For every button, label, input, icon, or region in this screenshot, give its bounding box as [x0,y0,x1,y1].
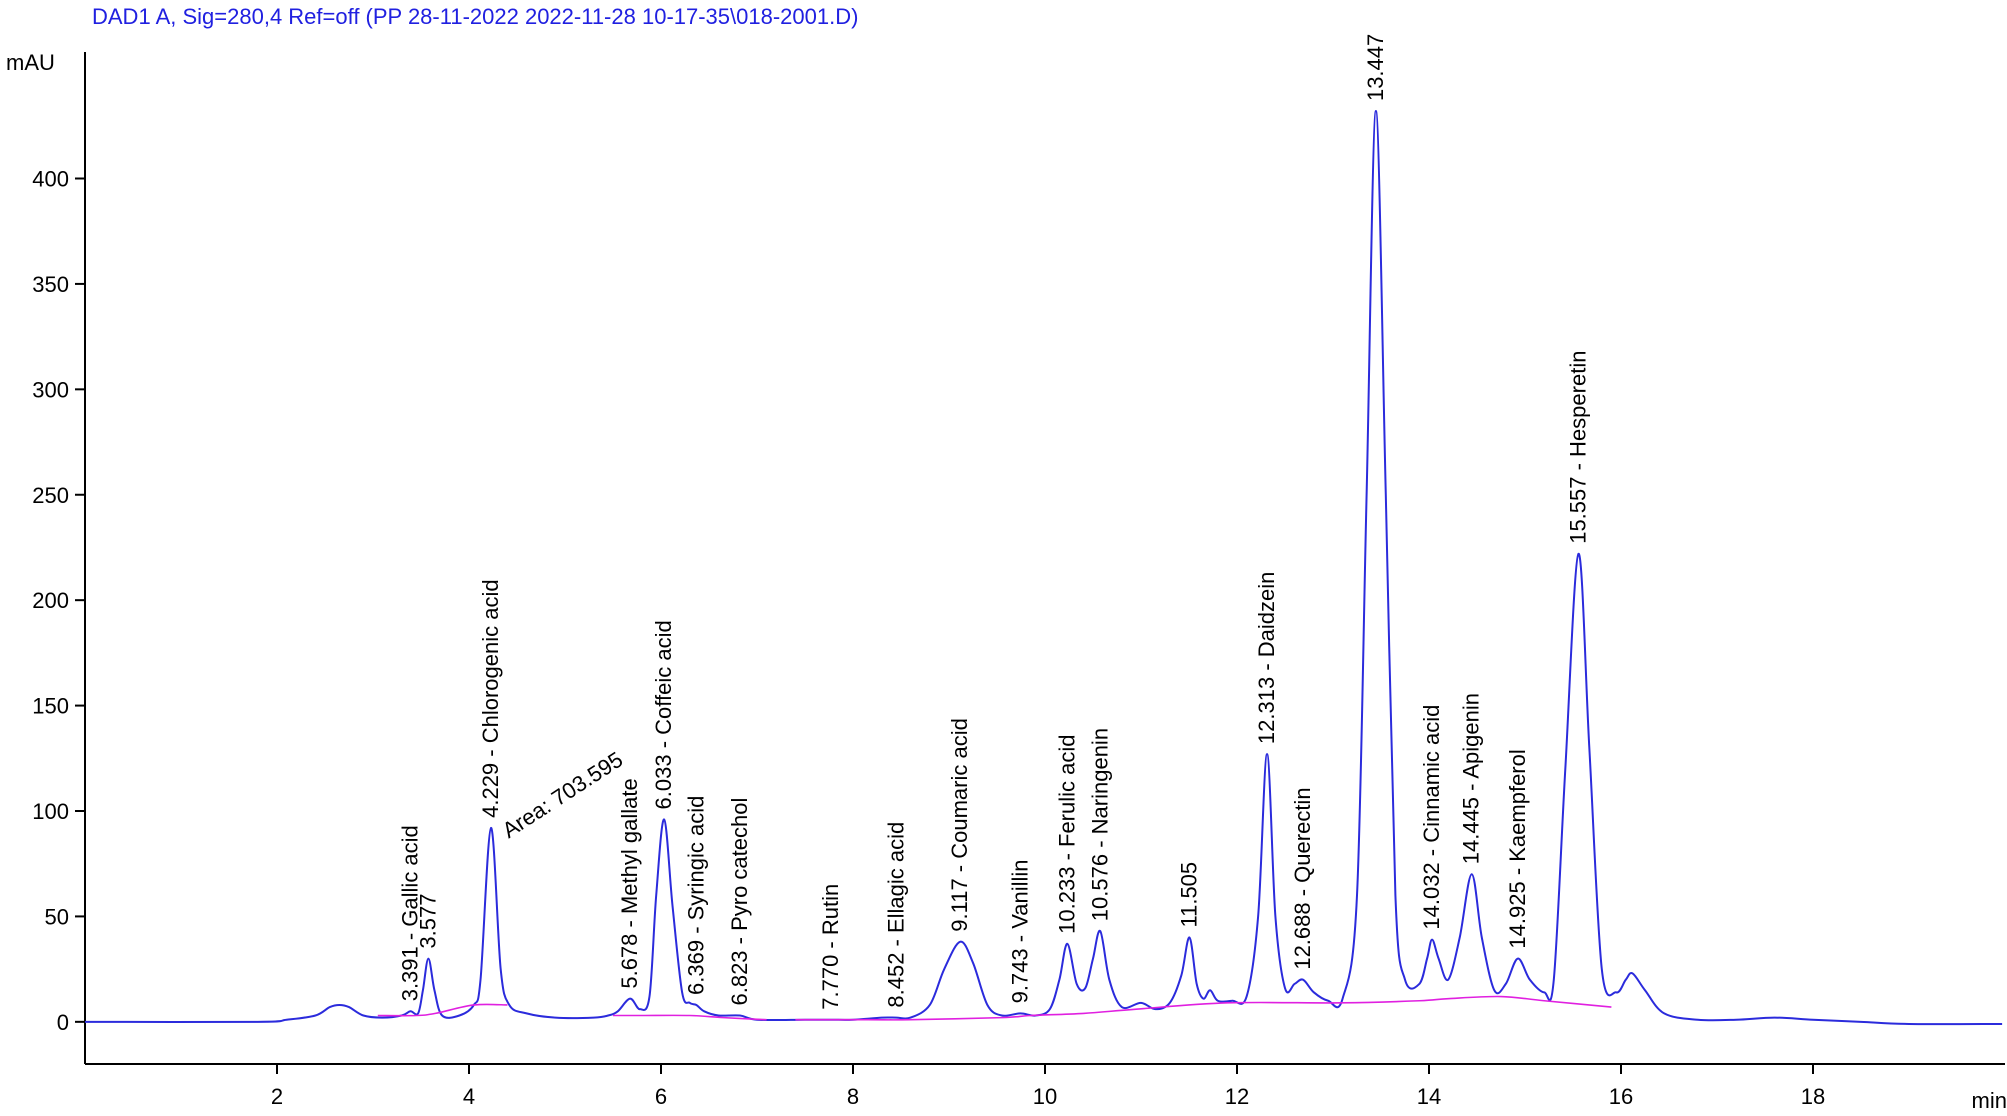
peak-label: 6.033 - Coffeic acid [651,620,676,809]
peak-label: 9.117 - Coumaric acid [947,718,972,932]
y-tick-label: 200 [32,588,69,613]
signal-trace [84,110,2003,1026]
peak-label: 10.576 - Naringenin [1087,728,1112,921]
peak-label: 14.032 - Cinnamic acid [1419,705,1444,930]
peak-label: 13.447 [1363,34,1388,101]
x-tick-label: 4 [463,1084,475,1109]
area-label: Area: 703.595 [498,747,628,843]
peak-label: 14.445 - Apigenin [1459,693,1484,864]
peak-label: 9.743 - Vanillin [1007,859,1032,1003]
peak-label: 7.770 - Rutin [818,884,843,1010]
integration-baseline [613,1014,767,1021]
x-tick-label: 6 [655,1084,667,1109]
integration-baseline [377,1003,508,1017]
y-tick-label: 350 [32,272,69,297]
peak-label: 4.229 - Chlorogenic acid [478,579,503,817]
peak-label: 12.688 - Querectin [1290,787,1315,969]
x-tick-label: 12 [1225,1084,1249,1109]
peak-label: 14.925 - Kaempferol [1505,749,1530,948]
y-tick-label: 250 [32,483,69,508]
y-tick-label: 400 [32,167,69,192]
peak-label: 3.577 [415,894,440,949]
chart-title: DAD1 A, Sig=280,4 Ref=off (PP 28-11-2022… [92,4,858,29]
y-tick-label: 300 [32,377,69,402]
peak-label: 5.678 - Methyl gallate [617,778,642,988]
x-tick-label: 14 [1417,1084,1441,1109]
peak-label: 12.313 - Daidzein [1254,572,1279,744]
peak-label: 10.233 - Ferulic acid [1054,734,1079,933]
peak-label: 6.823 - Pyro catechol [727,798,752,1006]
peak-label: 6.369 - Syringic acid [683,796,708,995]
y-tick-label: 100 [32,799,69,824]
peak-label: 11.505 [1176,862,1201,928]
x-tick-label: 18 [1801,1084,1825,1109]
y-tick-label: 50 [45,904,69,929]
peak-label: 8.452 - Ellagic acid [883,822,908,1008]
integration-baseline [795,995,1612,1021]
peak-label: 15.557 - Hesperetin [1565,351,1590,544]
x-tick-label: 2 [271,1084,283,1109]
y-axis-label: mAU [6,50,55,75]
x-tick-label: 10 [1033,1084,1057,1109]
peak-label: 3.391 - Gallic acid [398,825,423,1001]
x-tick-label: 16 [1609,1084,1633,1109]
x-tick-label: 8 [847,1084,859,1109]
y-tick-label: 150 [32,694,69,719]
x-axis-label: min [1972,1088,2007,1113]
y-tick-label: 0 [57,1010,69,1035]
